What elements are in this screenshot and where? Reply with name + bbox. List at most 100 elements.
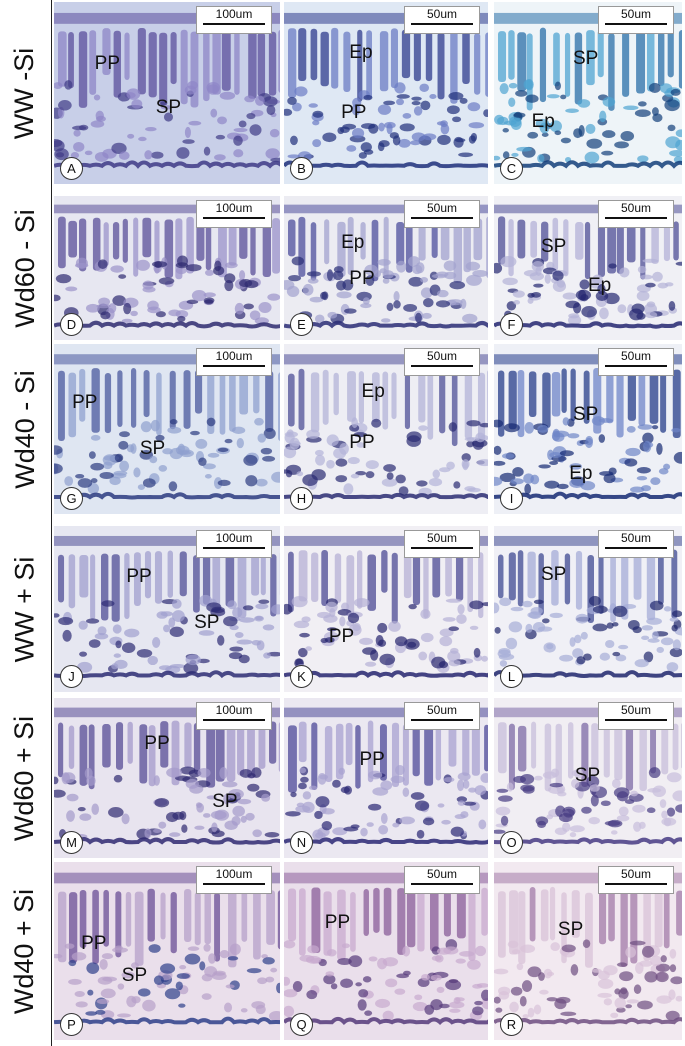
micrograph-panel-e: 50um Ep PP E bbox=[284, 196, 488, 340]
micrograph-panel-k: 50um PP K bbox=[284, 526, 488, 692]
panel-letter: Q bbox=[290, 1013, 313, 1036]
panel-letter: F bbox=[500, 313, 523, 336]
scale-bar: 100um bbox=[196, 702, 272, 730]
row-label: Wd40 + Si bbox=[0, 862, 50, 1040]
micrograph-panel-b: 50um Ep PP B bbox=[284, 2, 488, 184]
tissue-image bbox=[494, 698, 682, 858]
scale-bar-label: 100um bbox=[215, 201, 253, 215]
tissue-label-sp: SP bbox=[194, 612, 220, 634]
tissue-label-sp: SP bbox=[572, 47, 599, 69]
tissue-label-pp: PP bbox=[349, 268, 375, 289]
panel-letter: L bbox=[500, 665, 523, 688]
tissue-label-sp: SP bbox=[541, 564, 567, 586]
tissue-image bbox=[494, 526, 682, 692]
panel-letter: H bbox=[290, 487, 313, 510]
tissue-label-sp: SP bbox=[572, 403, 599, 425]
micrograph-panel-n: 50um PP N bbox=[284, 698, 488, 858]
tissue-label-pp: PP bbox=[126, 565, 152, 587]
scale-bar: 50um bbox=[404, 6, 480, 34]
tissue-label-pp: PP bbox=[341, 102, 367, 124]
scale-bar-label: 50um bbox=[620, 349, 652, 363]
scale-bar-label: 100um bbox=[215, 7, 253, 21]
row-label: Wd60 - Si bbox=[0, 196, 50, 340]
micrograph-panel-j: 100um PP SP J bbox=[54, 526, 280, 692]
scale-bar-line bbox=[411, 547, 473, 549]
micrograph-panel-o: 50um SP O bbox=[494, 698, 682, 858]
scale-bar-line bbox=[203, 23, 265, 25]
scale-bar-line bbox=[605, 719, 667, 721]
tissue-label-ep: Ep bbox=[531, 111, 555, 133]
scale-bar: 50um bbox=[598, 530, 674, 558]
row-label-text: WW -Si bbox=[9, 47, 40, 139]
panel-letter: A bbox=[60, 157, 83, 180]
tissue-label-ep: Ep bbox=[341, 232, 365, 253]
scale-bar-label: 100um bbox=[215, 349, 253, 363]
tissue-label-pp: PP bbox=[324, 911, 351, 933]
scale-bar-line bbox=[203, 719, 265, 721]
scale-bar: 50um bbox=[598, 200, 674, 228]
tissue-label-ep: Ep bbox=[349, 42, 373, 64]
scale-bar: 100um bbox=[196, 530, 272, 558]
tissue-label-pp: PP bbox=[144, 733, 170, 755]
tissue-label-sp: SP bbox=[212, 790, 238, 812]
scale-bar-label: 50um bbox=[426, 201, 458, 215]
scale-bar: 50um bbox=[404, 866, 480, 894]
tissue-label-ep: Ep bbox=[588, 275, 612, 297]
tissue-label-sp: SP bbox=[155, 96, 182, 118]
panel-letter: B bbox=[290, 157, 313, 180]
tissue-label-sp: SP bbox=[541, 236, 567, 258]
scale-bar: 100um bbox=[196, 348, 272, 376]
panel-letter: R bbox=[500, 1013, 523, 1036]
panel-letter: E bbox=[290, 313, 313, 336]
scale-bar-line bbox=[605, 23, 667, 25]
scale-bar-label: 50um bbox=[620, 201, 652, 215]
tissue-label-ep: Ep bbox=[569, 463, 593, 484]
scale-bar-line bbox=[605, 547, 667, 549]
panel-letter: C bbox=[500, 157, 523, 180]
micrograph-panel-d: 100um D bbox=[54, 196, 280, 340]
micrograph-panel-c: 50um SP Ep C bbox=[494, 2, 682, 184]
scale-bar-line bbox=[605, 883, 667, 885]
micrograph-panel-m: 100um PP SP M bbox=[54, 698, 280, 858]
row-label-text: Wd60 + Si bbox=[9, 715, 40, 841]
scale-bar-line bbox=[411, 23, 473, 25]
tissue-image bbox=[494, 196, 682, 340]
scale-bar-line bbox=[605, 365, 667, 367]
tissue-label-pp: PP bbox=[359, 749, 385, 771]
scale-bar: 50um bbox=[598, 6, 674, 34]
scale-bar-label: 50um bbox=[426, 867, 458, 881]
tissue-label-sp: SP bbox=[121, 965, 148, 987]
tissue-label-sp: SP bbox=[557, 918, 584, 940]
micrograph-panel-g: 100um PP SP G bbox=[54, 344, 280, 514]
scale-bar-line bbox=[203, 217, 265, 219]
panel-letter: I bbox=[500, 487, 523, 510]
panel-letter: O bbox=[500, 831, 523, 854]
scale-bar-label: 100um bbox=[215, 531, 253, 545]
tissue-image bbox=[284, 526, 488, 692]
row-label: WW + Si bbox=[0, 526, 50, 692]
micrograph-panel-p: 100um PP SP P bbox=[54, 862, 280, 1040]
scale-bar-line bbox=[411, 883, 473, 885]
tissue-label-pp: PP bbox=[328, 625, 355, 647]
scale-bar: 50um bbox=[404, 348, 480, 376]
scale-bar-label: 100um bbox=[215, 867, 253, 881]
micrograph-panel-f: 50um SP Ep F bbox=[494, 196, 682, 340]
scale-bar-line bbox=[411, 719, 473, 721]
scale-bar: 100um bbox=[196, 6, 272, 34]
micrograph-panel-r: 50um SP R bbox=[494, 862, 682, 1040]
panel-letter: K bbox=[290, 665, 313, 688]
scale-bar-line bbox=[411, 365, 473, 367]
row-label-text: Wd60 - Si bbox=[9, 208, 40, 328]
panel-letter: D bbox=[60, 313, 83, 336]
scale-bar-line bbox=[203, 547, 265, 549]
scale-bar-line bbox=[203, 883, 265, 885]
panel-letter: N bbox=[290, 831, 313, 854]
scale-bar: 50um bbox=[598, 866, 674, 894]
scale-bar: 50um bbox=[598, 702, 674, 730]
row-label: Wd60 + Si bbox=[0, 698, 50, 858]
separator-line bbox=[51, 0, 52, 1046]
tissue-label-ep: Ep bbox=[361, 381, 385, 403]
panel-letter: J bbox=[60, 665, 83, 688]
scale-bar: 100um bbox=[196, 866, 272, 894]
scale-bar-label: 50um bbox=[620, 867, 652, 881]
